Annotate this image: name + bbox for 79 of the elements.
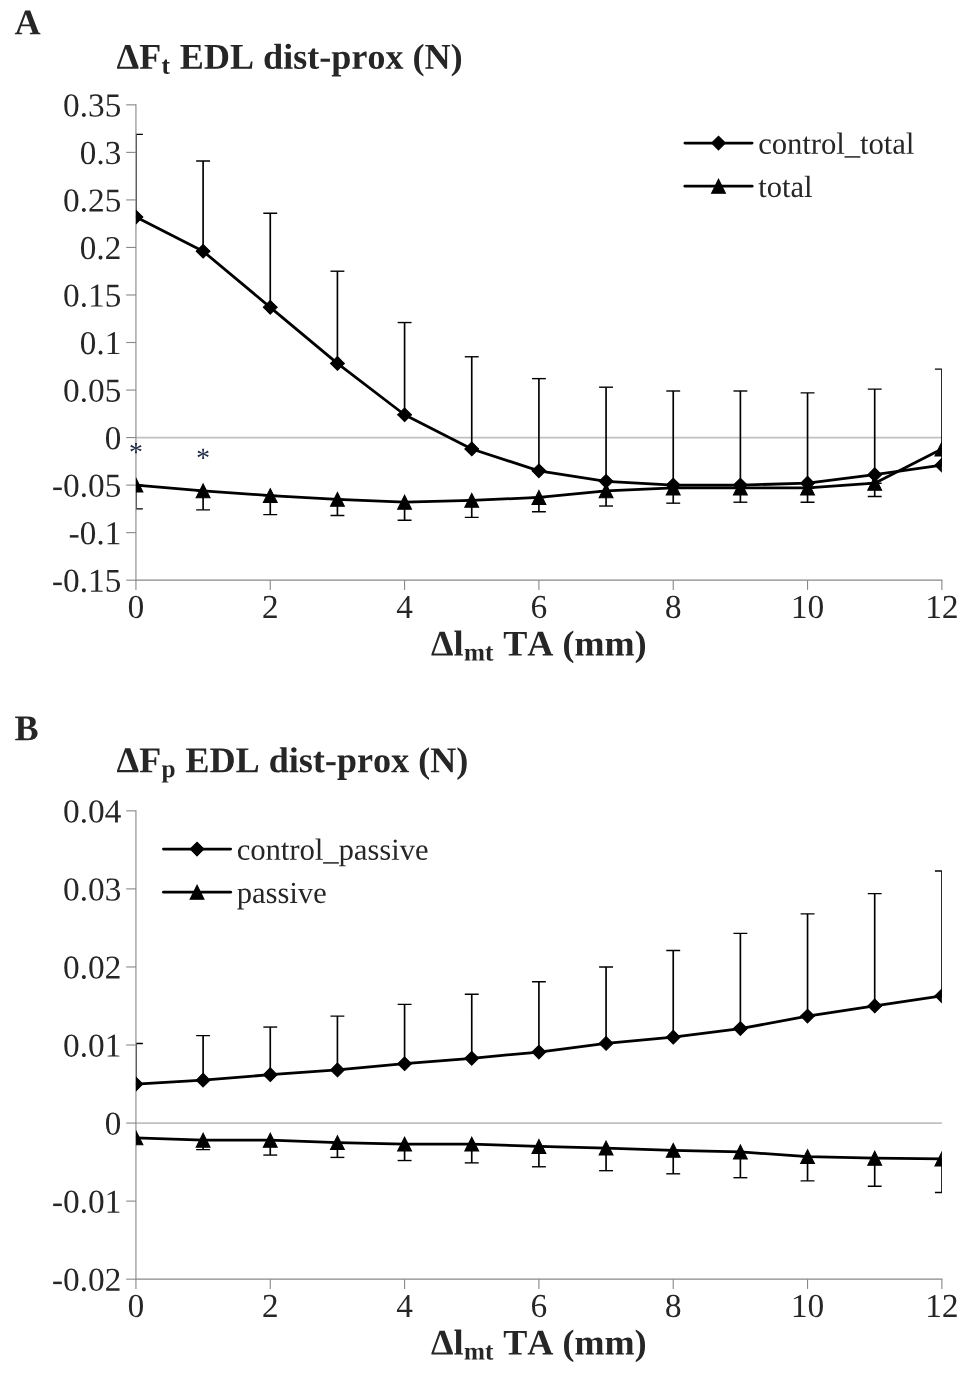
y-axis-title: ΔF$_{t}$ EDL dist-prox (N) xyxy=(117,43,462,77)
x-tick-label: 6 xyxy=(532,595,547,619)
point xyxy=(329,491,345,507)
x-tick-label: 8 xyxy=(666,595,681,619)
point xyxy=(397,1056,412,1072)
y-tick-label: 0.05 xyxy=(64,379,121,403)
x-tick-label: 10 xyxy=(793,595,823,619)
point xyxy=(330,356,345,371)
x-tick-label: 12 xyxy=(928,595,957,618)
y-tick-label: 0.1 xyxy=(80,331,120,355)
annotation: * xyxy=(130,443,142,454)
legend-label: control_passive xyxy=(237,838,428,867)
x-tick-label: 10 xyxy=(793,1294,823,1318)
x-tick-label: 0 xyxy=(128,595,143,619)
point xyxy=(531,490,547,505)
point xyxy=(397,407,412,423)
point xyxy=(867,998,883,1014)
y-tick-label: 0.2 xyxy=(80,236,120,260)
point xyxy=(665,1142,681,1158)
y-tick-label: -0.1 xyxy=(69,522,120,545)
x-tick-label: 6 xyxy=(532,1294,547,1318)
point xyxy=(800,1008,815,1024)
point xyxy=(598,473,614,489)
point xyxy=(262,1132,278,1148)
point xyxy=(531,1139,547,1154)
point xyxy=(329,1135,345,1151)
y-tick-label: 0.03 xyxy=(64,878,121,901)
y-tick-label: 0.35 xyxy=(64,94,121,117)
x-tick-label: 12 xyxy=(928,1294,957,1317)
point xyxy=(531,463,547,479)
x-axis-title: Δl$_{mt}$ TA (mm) xyxy=(431,630,646,664)
x-axis-title: Δl$_{mt}$ TA (mm) xyxy=(431,1329,646,1363)
y-tick-label: -0.05 xyxy=(53,474,121,498)
x-tick-label: 4 xyxy=(396,595,413,618)
point xyxy=(195,1132,211,1148)
point xyxy=(598,1036,614,1051)
y-tick-label: 0 xyxy=(105,1112,121,1135)
y-tick-label: -0.15 xyxy=(53,569,121,593)
point xyxy=(464,1136,480,1152)
legend-label: passive xyxy=(237,882,326,910)
point xyxy=(665,1029,681,1045)
point xyxy=(397,1136,413,1152)
point xyxy=(330,1062,345,1078)
chart-title: A xyxy=(14,10,41,35)
x-tick-label: 8 xyxy=(666,1294,681,1318)
y-tick-label: 0.25 xyxy=(64,189,121,212)
point xyxy=(262,1067,278,1083)
legend-label: total xyxy=(758,175,812,198)
y-tick-label: 0.04 xyxy=(64,800,121,823)
point xyxy=(195,1072,211,1088)
point xyxy=(262,299,278,315)
point xyxy=(732,1021,748,1037)
chart-title: B xyxy=(15,716,38,741)
point xyxy=(732,1144,748,1160)
x-tick-label: 2 xyxy=(263,1294,277,1317)
x-tick-label: 0 xyxy=(128,1294,143,1318)
annotation: * xyxy=(197,448,209,459)
point xyxy=(867,1150,883,1166)
y-tick-label: 0 xyxy=(105,426,121,450)
point xyxy=(464,1050,480,1066)
point xyxy=(531,1044,547,1060)
point xyxy=(598,1140,614,1156)
point xyxy=(262,488,278,504)
y-tick-label: 0.3 xyxy=(80,141,121,165)
y-tick-label: -0.01 xyxy=(53,1190,120,1214)
legend-label: control_total xyxy=(759,132,914,158)
point xyxy=(464,492,480,508)
x-tick-label: 2 xyxy=(263,595,277,618)
y-tick-label: 0.01 xyxy=(64,1034,120,1058)
y-axis-title: ΔF$_{p}$ EDL dist-prox (N) xyxy=(117,747,467,783)
y-tick-label: -0.02 xyxy=(53,1268,120,1292)
point xyxy=(397,494,413,510)
point xyxy=(195,243,211,259)
point xyxy=(464,441,480,457)
y-tick-label: 0.02 xyxy=(64,956,120,979)
x-tick-label: 4 xyxy=(396,1294,413,1317)
point xyxy=(195,483,211,499)
y-tick-label: 0.15 xyxy=(64,284,121,308)
point xyxy=(800,1149,816,1165)
